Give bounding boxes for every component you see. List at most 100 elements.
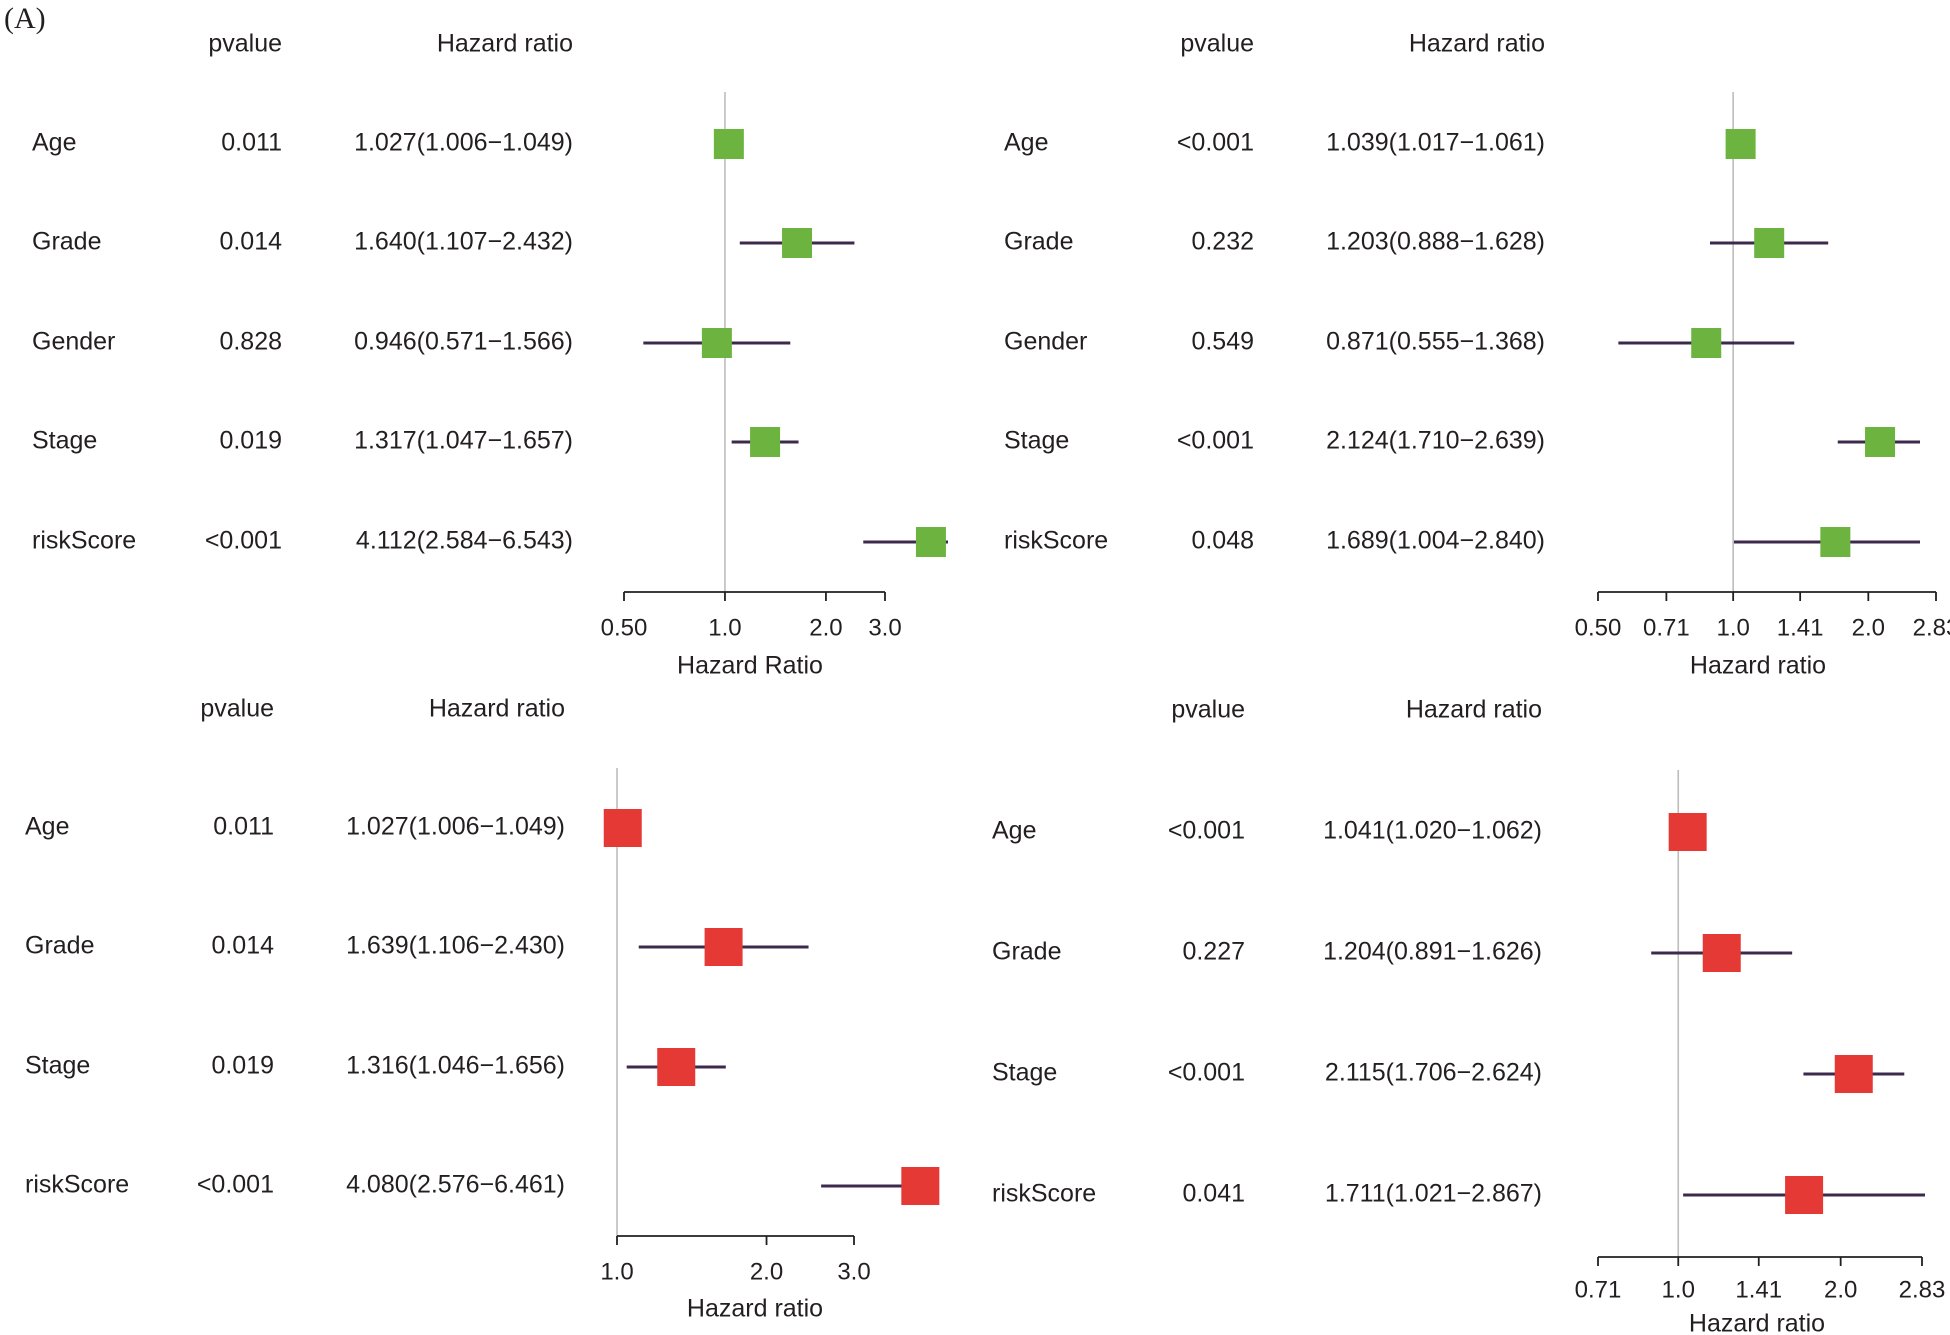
row-hazard-ratio-text: 4.080(2.576−6.461) <box>346 1171 565 1199</box>
hr-point-box <box>1754 228 1785 258</box>
header-pvalue: pvalue <box>200 695 274 723</box>
x-tick-label: 1.0 <box>600 1258 633 1285</box>
row-label: Stage <box>25 1052 90 1080</box>
x-axis-label: Hazard Ratio <box>677 652 823 680</box>
x-tick-label: 1.41 <box>1735 1276 1782 1303</box>
header-pvalue: pvalue <box>1171 696 1245 724</box>
x-tick-label: 2.0 <box>1852 614 1885 641</box>
forest-row: Age 0.011 1.027(1.006−1.049) <box>32 129 744 159</box>
row-pvalue: <0.001 <box>1168 817 1245 845</box>
forest-panel-bottom-left: pvalue Hazard ratio Age 0.011 1.027(1.006−1.… <box>25 695 940 1323</box>
header-pvalue: pvalue <box>208 30 282 58</box>
row-pvalue: 0.828 <box>219 328 282 356</box>
row-label: Stage <box>1004 427 1069 455</box>
hr-point-box <box>750 427 781 457</box>
row-hazard-ratio-text: 2.124(1.710−2.639) <box>1326 427 1545 455</box>
row-label: Grade <box>32 228 101 256</box>
row-hazard-ratio-text: 0.871(0.555−1.368) <box>1326 328 1545 356</box>
x-tick-label: 2.83 <box>1899 1276 1946 1303</box>
hr-point-box <box>901 1167 940 1205</box>
x-tick-label: 2.0 <box>1824 1276 1857 1303</box>
row-hazard-ratio-text: 1.316(1.046−1.656) <box>346 1052 565 1080</box>
row-pvalue: <0.001 <box>205 527 282 555</box>
hr-point-box <box>1725 129 1756 159</box>
hr-point-box <box>915 527 946 557</box>
forest-panel-bottom-right: pvalue Hazard ratio Age <0.001 1.041(1.020−1… <box>992 696 1945 1335</box>
header-hazard-ratio: Hazard ratio <box>1409 30 1545 58</box>
row-pvalue: 0.549 <box>1191 328 1254 356</box>
row-label: Stage <box>32 427 97 455</box>
x-tick-label: 2.83 <box>1913 614 1950 641</box>
hr-point-box <box>603 809 642 847</box>
row-hazard-ratio-text: 2.115(1.706−2.624) <box>1325 1059 1542 1087</box>
hr-point-box <box>1785 1176 1824 1214</box>
x-tick-label: 2.0 <box>750 1258 783 1285</box>
row-pvalue: 0.227 <box>1182 938 1245 966</box>
panel-label: (A) <box>4 2 46 35</box>
x-tick-label: 0.71 <box>1575 1276 1622 1303</box>
row-hazard-ratio-text: 1.317(1.047−1.657) <box>354 427 573 455</box>
x-tick-label: 1.41 <box>1777 614 1824 641</box>
forest-row: riskScore 0.048 1.689(1.004−2.840) <box>1004 527 1920 557</box>
forest-panel-top-right: pvalue Hazard ratio Age <0.001 1.039(1.017−1… <box>1004 30 1950 680</box>
row-hazard-ratio-text: 4.112(2.584−6.543) <box>356 527 573 555</box>
x-tick-label: 1.0 <box>1662 1276 1695 1303</box>
x-tick-label: 1.0 <box>708 614 741 641</box>
forest-row: Grade 0.232 1.203(0.888−1.628) <box>1004 228 1829 258</box>
row-hazard-ratio-text: 1.203(0.888−1.628) <box>1326 228 1545 256</box>
row-label: riskScore <box>32 527 136 555</box>
forest-row: Stage <0.001 2.115(1.706−2.624) <box>992 1055 1905 1093</box>
row-hazard-ratio-text: 1.711(1.021−2.867) <box>1325 1180 1542 1208</box>
row-hazard-ratio-text: 0.946(0.571−1.566) <box>354 328 573 356</box>
forest-row: Stage 0.019 1.317(1.047−1.657) <box>32 427 799 457</box>
forest-panel-top-left: pvalue Hazard ratio Age 0.011 1.027(1.006−1.… <box>32 30 948 680</box>
row-label: Age <box>32 129 76 157</box>
header-hazard-ratio: Hazard ratio <box>429 695 565 723</box>
row-pvalue: <0.001 <box>1177 427 1254 455</box>
x-tick-label: 0.50 <box>601 614 648 641</box>
forest-row: riskScore 0.041 1.711(1.021−2.867) <box>992 1176 1925 1214</box>
row-pvalue: <0.001 <box>1177 129 1254 157</box>
row-pvalue: 0.041 <box>1182 1180 1245 1208</box>
row-label: riskScore <box>992 1180 1096 1208</box>
hr-point-box <box>1668 813 1707 851</box>
row-hazard-ratio-text: 1.027(1.006−1.049) <box>354 129 573 157</box>
row-hazard-ratio-text: 1.027(1.006−1.049) <box>346 813 565 841</box>
forest-row: Age <0.001 1.041(1.020−1.062) <box>992 813 1707 851</box>
hr-point-box <box>1820 527 1851 557</box>
x-axis-label: Hazard ratio <box>687 1295 823 1323</box>
row-label: Age <box>992 817 1036 845</box>
row-label: Gender <box>32 328 115 356</box>
header-hazard-ratio: Hazard ratio <box>437 30 573 58</box>
row-pvalue: 0.011 <box>221 129 282 157</box>
row-label: riskScore <box>1004 527 1108 555</box>
hr-point-box <box>782 228 813 258</box>
row-pvalue: 0.048 <box>1191 527 1254 555</box>
row-hazard-ratio-text: 1.204(0.891−1.626) <box>1323 938 1542 966</box>
x-axis-label: Hazard ratio <box>1690 652 1826 680</box>
hr-point-box <box>1691 328 1722 358</box>
row-pvalue: 0.019 <box>219 427 282 455</box>
x-tick-label: 2.0 <box>809 614 842 641</box>
x-tick-label: 3.0 <box>837 1258 870 1285</box>
row-pvalue: <0.001 <box>1168 1059 1245 1087</box>
hr-point-box <box>1702 934 1741 972</box>
row-label: Grade <box>1004 228 1073 256</box>
row-label: Gender <box>1004 328 1087 356</box>
row-hazard-ratio-text: 1.640(1.107−2.432) <box>354 228 573 256</box>
row-label: Age <box>25 813 69 841</box>
forest-row: riskScore <0.001 4.112(2.584−6.543) <box>32 527 948 557</box>
row-pvalue: <0.001 <box>197 1171 274 1199</box>
forest-row: riskScore <0.001 4.080(2.576−6.461) <box>25 1167 940 1205</box>
x-tick-label: 3.0 <box>868 614 901 641</box>
x-axis-label: Hazard ratio <box>1689 1310 1825 1335</box>
forest-row: Gender 0.828 0.946(0.571−1.566) <box>32 328 791 358</box>
x-tick-label: 0.50 <box>1575 614 1622 641</box>
x-tick-label: 1.0 <box>1716 614 1749 641</box>
row-pvalue: 0.014 <box>211 932 274 960</box>
hr-point-box <box>657 1048 696 1086</box>
header-hazard-ratio: Hazard ratio <box>1406 696 1542 724</box>
forest-row: Grade 0.227 1.204(0.891−1.626) <box>992 934 1793 972</box>
row-hazard-ratio-text: 1.041(1.020−1.062) <box>1323 817 1542 845</box>
